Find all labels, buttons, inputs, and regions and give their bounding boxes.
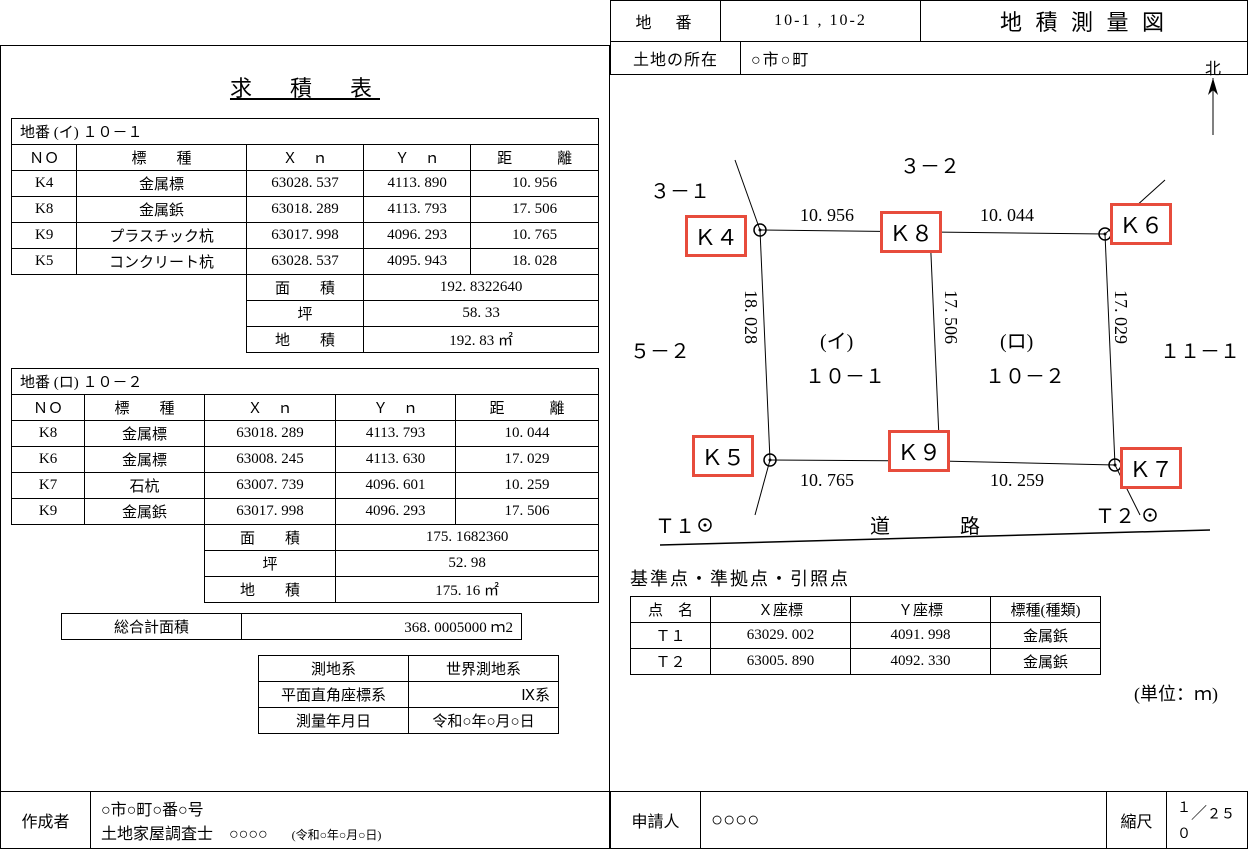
chiseki-value: 192. 83 ㎡ xyxy=(364,327,599,353)
dist-k4k5: 18. 028 xyxy=(740,290,761,344)
parcel2-table: 地番 (ロ) １０－２ ＮＯ 標 種 Ｘ ｎ Ｙ ｎ 距 離 K8金属標6301… xyxy=(11,368,599,603)
col-type: 標 種 xyxy=(77,145,247,171)
creator-date: (令和○年○月○日) xyxy=(292,828,382,842)
table-row: K9プラスチック杭63017. 9984096. 29310. 765 xyxy=(12,223,599,249)
table-row: K5コンクリート杭63028. 5374095. 94318. 028 xyxy=(12,249,599,275)
table-row: K4金属標63028. 5374113. 89010. 956 xyxy=(12,171,599,197)
adj-111: １１－１ xyxy=(1160,335,1240,364)
unit-label: (単位：ｍ) xyxy=(610,680,1248,706)
table-row: Ｔ１63029. 0024091. 998金属鋲 xyxy=(631,623,1101,649)
svg-text:北: 北 xyxy=(1205,60,1221,78)
creator-line1: ○市○町○番○号 xyxy=(101,796,204,820)
location-label: 土地の所在 xyxy=(611,42,741,74)
dist-k8k9: 17. 506 xyxy=(940,290,961,344)
col-no: ＮＯ xyxy=(12,145,77,171)
ref-heading: 基準点・準拠点・引照点 xyxy=(630,565,1248,591)
t2-label: Ｔ２ xyxy=(1095,500,1135,529)
survey-diagram: Ｋ４ Ｋ８ Ｋ６ Ｋ５ Ｋ９ Ｋ７ ３－１ ３－２ ５－２ １１－１ (イ) １… xyxy=(610,85,1248,565)
header-row1: 地 番 10-1 , 10-2 地 積 測 量 図 xyxy=(610,0,1248,42)
scale-fraction: １／２５０ xyxy=(1177,797,1237,843)
point-k7: Ｋ７ xyxy=(1120,447,1182,489)
applicant-value: ○○○○ xyxy=(701,792,1107,848)
adj-52: ５－２ xyxy=(630,335,690,364)
total-value: 368. 0005000 ｍ2 xyxy=(242,614,522,640)
col-dist: 距 離 xyxy=(471,145,599,171)
location-value: ○市○町 xyxy=(741,42,1247,74)
parcel-ro-num: １０－２ xyxy=(985,360,1065,389)
ref-table: 点 名 Ｘ座標 Ｙ座標 標種(種類) Ｔ１63029. 0024091. 998… xyxy=(630,596,1101,675)
table-row: K9金属鋲63017. 9984096. 29317. 506 xyxy=(12,499,599,525)
tsubo-label: 坪 xyxy=(246,301,363,327)
parcel1-header: 地番 (イ) １０－１ xyxy=(12,119,599,145)
road-label: 道 路 xyxy=(870,510,990,539)
col-yn: Ｙ ｎ xyxy=(364,145,471,171)
footer: 作成者 ○市○町○番○号 土地家屋調査士 ○○○○ (令和○年○月○日) 申請人… xyxy=(0,791,1248,849)
creator-line2: 土地家屋調査士 ○○○○ xyxy=(101,826,268,843)
t1-label: Ｔ１ xyxy=(655,510,695,539)
parcel-i-num: １０－１ xyxy=(805,360,885,389)
point-k6: Ｋ６ xyxy=(1110,203,1172,245)
point-k9: Ｋ９ xyxy=(888,430,950,472)
parcel1-table: 地番 (イ) １０－１ ＮＯ 標 種 Ｘ ｎ Ｙ ｎ 距 離 K4金属標6302… xyxy=(11,118,599,353)
adj-31: ３－１ xyxy=(650,175,710,204)
applicant-label: 申請人 xyxy=(611,792,701,848)
survey-panel: 地 番 10-1 , 10-2 地 積 測 量 図 土地の所在 ○市○町 北 xyxy=(610,0,1248,849)
chiban-value: 10-1 , 10-2 xyxy=(721,1,921,41)
chiban-label: 地 番 xyxy=(611,1,721,41)
dist-k9k7: 10. 259 xyxy=(990,470,1044,491)
col-xn: Ｘ ｎ xyxy=(246,145,363,171)
adj-32: ３－２ xyxy=(900,150,960,179)
point-k4: Ｋ４ xyxy=(685,215,747,257)
parcel-i-label: (イ) xyxy=(820,325,853,354)
parcel2-header: 地番 (ロ) １０－２ xyxy=(12,369,599,395)
dist-k6k7: 17. 029 xyxy=(1110,290,1131,344)
header-row2: 土地の所在 ○市○町 xyxy=(610,42,1248,75)
dist-k4k8: 10. 956 xyxy=(800,205,854,226)
dist-k5k9: 10. 765 xyxy=(800,470,854,491)
area-label: 面 積 xyxy=(246,275,363,301)
point-k5: Ｋ５ xyxy=(692,435,754,477)
point-k8: Ｋ８ xyxy=(880,211,942,253)
parcel-ro-label: (ロ) xyxy=(1000,325,1033,354)
doc-title: 地 積 測 量 図 xyxy=(921,1,1247,41)
table-row: Ｔ２63005. 8904092. 330金属鋲 xyxy=(631,649,1101,675)
calculation-panel: 求 積 表 地番 (イ) １０－１ ＮＯ 標 種 Ｘ ｎ Ｙ ｎ 距 離 K4金… xyxy=(0,45,610,849)
table-row: K6金属標63008. 2454113. 63017. 029 xyxy=(12,447,599,473)
meta-table: 測地系世界測地系 平面直角座標系Ⅸ系 測量年月日令和○年○月○日 xyxy=(258,655,559,734)
total-table: 総合計面積368. 0005000 ｍ2 xyxy=(61,613,522,640)
total-label: 総合計面積 xyxy=(62,614,242,640)
table-row: K8金属標63018. 2894113. 79310. 044 xyxy=(12,421,599,447)
tsubo-value: 58. 33 xyxy=(364,301,599,327)
dist-k8k6: 10. 044 xyxy=(980,205,1034,226)
scale-label: 縮尺 xyxy=(1107,792,1167,848)
chiseki-label: 地 積 xyxy=(246,327,363,353)
area-value: 192. 8322640 xyxy=(364,275,599,301)
creator-label: 作成者 xyxy=(1,792,91,848)
table-row: K8金属鋲63018. 2894113. 79317. 506 xyxy=(12,197,599,223)
calc-heading: 求 積 表 xyxy=(11,71,599,103)
table-row: K7石杭63007. 7394096. 60110. 259 xyxy=(12,473,599,499)
